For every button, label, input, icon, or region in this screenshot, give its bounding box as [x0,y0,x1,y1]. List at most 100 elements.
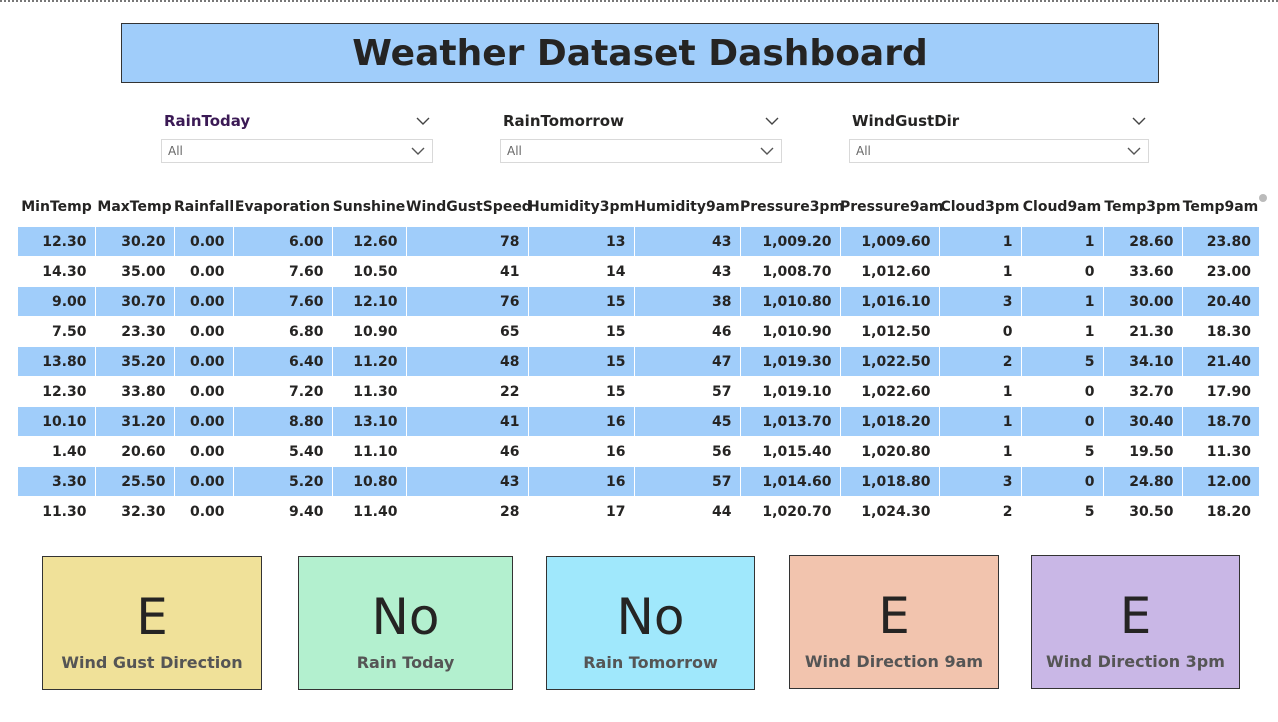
table-cell: 3 [938,466,1021,497]
table-row[interactable]: 11.30 32.30 0.00 9.40 11.40 28 17 44 1,020.70 1,0… [18,496,1259,527]
chevron-down-icon[interactable] [415,113,431,129]
column-header[interactable]: Pressure3pm [740,193,844,227]
slicer-value: All [168,144,183,158]
table-cell: 1,018.20 [839,406,939,437]
slicer-raintoday[interactable]: RainToday All [161,111,433,163]
dashboard-title-box: Weather Dataset Dashboard [121,23,1159,83]
slicer-raintomorrow[interactable]: RainTomorrow All [500,111,782,163]
column-header[interactable]: Humidity9am [634,193,740,227]
table-cell: 2 [938,496,1021,527]
column-header[interactable]: Cloud3pm [939,193,1021,227]
column-header[interactable]: Cloud9am [1021,193,1103,227]
table-cell: 20.40 [1181,286,1259,317]
column-header[interactable]: Rainfall [174,193,234,227]
table-cell: 9.00 [18,286,95,317]
chevron-down-icon [1127,147,1141,155]
chevron-down-icon[interactable] [764,113,780,129]
table-cell: 0 [1020,376,1103,407]
table-cell: 30.00 [1102,286,1182,317]
slicer-value: All [856,144,871,158]
table-cell: 10.80 [331,466,406,497]
table-cell: 1,010.90 [739,316,840,347]
table-row[interactable]: 9.00 30.70 0.00 7.60 12.10 76 15 38 1,010.80 1,01… [18,286,1259,317]
table-cell: 56 [633,436,740,467]
table-cell: 1 [938,224,1021,257]
table-cell: 11.30 [1181,436,1259,467]
table-cell: 1,022.50 [839,346,939,377]
table-cell: 15 [527,346,634,377]
table-cell: 65 [405,316,528,347]
table-row[interactable]: 12.30 33.80 0.00 7.20 11.30 22 15 57 1,019.10 1,0… [18,376,1259,407]
column-header[interactable]: Humidity3pm [528,193,634,227]
table-cell: 0.00 [173,376,233,407]
table-cell: 13.10 [331,406,406,437]
table-cell: 10.10 [18,406,95,437]
chevron-down-icon [760,147,774,155]
slicer-dropdown[interactable]: All [161,139,433,163]
table-cell: 18.70 [1181,406,1259,437]
slicer-windgustdir[interactable]: WindGustDir All [849,111,1149,163]
table-cell: 0 [1020,406,1103,437]
table-cell: 32.70 [1102,376,1182,407]
slicer-title: RainToday [164,112,251,130]
table-row[interactable]: 12.30 30.20 0.00 6.00 12.60 78 13 43 1,009.20 1,0… [18,224,1259,257]
table-cell: 1.40 [18,436,95,467]
table-cell: 18.30 [1181,316,1259,347]
card-wind-direction-3pm: E Wind Direction 3pm [1031,555,1240,689]
table-cell: 6.40 [232,346,332,377]
table-cell: 5.20 [232,466,332,497]
table-cell: 5 [1020,436,1103,467]
table-cell: 9.40 [232,496,332,527]
table-cell: 1,024.30 [839,496,939,527]
table-cell: 12.00 [1181,466,1259,497]
table-cell: 34.10 [1102,346,1182,377]
slicer-dropdown[interactable]: All [500,139,782,163]
column-header[interactable]: WindGustSpeed [406,193,532,227]
table-row[interactable]: 14.30 35.00 0.00 7.60 10.50 41 14 43 1,008.70 1,0… [18,256,1259,287]
table-row[interactable]: 7.50 23.30 0.00 6.80 10.90 65 15 46 1,010.90 1,01… [18,316,1259,347]
table-row[interactable]: 3.30 25.50 0.00 5.20 10.80 43 16 57 1,014.60 1,01… [18,466,1259,497]
column-header[interactable]: Sunshine [332,193,406,227]
card-wind-direction-9am: E Wind Direction 9am [789,555,999,689]
chevron-down-icon[interactable] [1131,113,1147,129]
column-header[interactable]: MinTemp [18,193,95,227]
table-cell: 12.30 [18,376,95,407]
column-header[interactable]: MaxTemp [95,193,174,227]
table-cell: 11.30 [18,496,95,527]
scrollbar-handle[interactable] [1259,194,1267,202]
table-cell: 0.00 [173,286,233,317]
card-value: No [616,588,685,646]
column-header[interactable]: Temp9am [1182,193,1259,227]
card-label: Rain Tomorrow [583,653,718,672]
table-cell: 21.40 [1181,346,1259,377]
table-row[interactable]: 1.40 20.60 0.00 5.40 11.10 46 16 56 1,015.40 1,02… [18,436,1259,467]
table-cell: 5 [1020,496,1103,527]
table-cell: 11.40 [331,496,406,527]
table-cell: 0.00 [173,436,233,467]
table-cell: 41 [405,406,528,437]
table-cell: 1,022.60 [839,376,939,407]
table-cell: 47 [633,346,740,377]
table-header-row: MinTemp MaxTemp Rainfall Evaporation Sunshin… [18,193,1259,227]
table-cell: 1,009.60 [839,224,939,257]
card-rain-tomorrow: No Rain Tomorrow [546,556,755,690]
card-value: E [136,588,168,646]
column-header[interactable]: Pressure9am [840,193,943,227]
slicer-dropdown[interactable]: All [849,139,1149,163]
table-row[interactable]: 10.10 31.20 0.00 8.80 13.10 41 16 45 1,013.70 1,0… [18,406,1259,437]
table-cell: 1,019.10 [739,376,840,407]
table-cell: 1,020.80 [839,436,939,467]
table-cell: 24.80 [1102,466,1182,497]
table-cell: 43 [405,466,528,497]
column-header[interactable]: Temp3pm [1103,193,1182,227]
table-cell: 78 [405,224,528,257]
column-header[interactable]: Evaporation [233,193,332,227]
table-cell: 0.00 [173,256,233,287]
table-cell: 33.80 [94,376,174,407]
table-cell: 17.90 [1181,376,1259,407]
table-row[interactable]: 13.80 35.20 0.00 6.40 11.20 48 15 47 1,019.30 1,0… [18,346,1259,377]
table-cell: 43 [633,256,740,287]
table-cell: 45 [633,406,740,437]
table-cell: 1,015.40 [739,436,840,467]
table-cell: 48 [405,346,528,377]
